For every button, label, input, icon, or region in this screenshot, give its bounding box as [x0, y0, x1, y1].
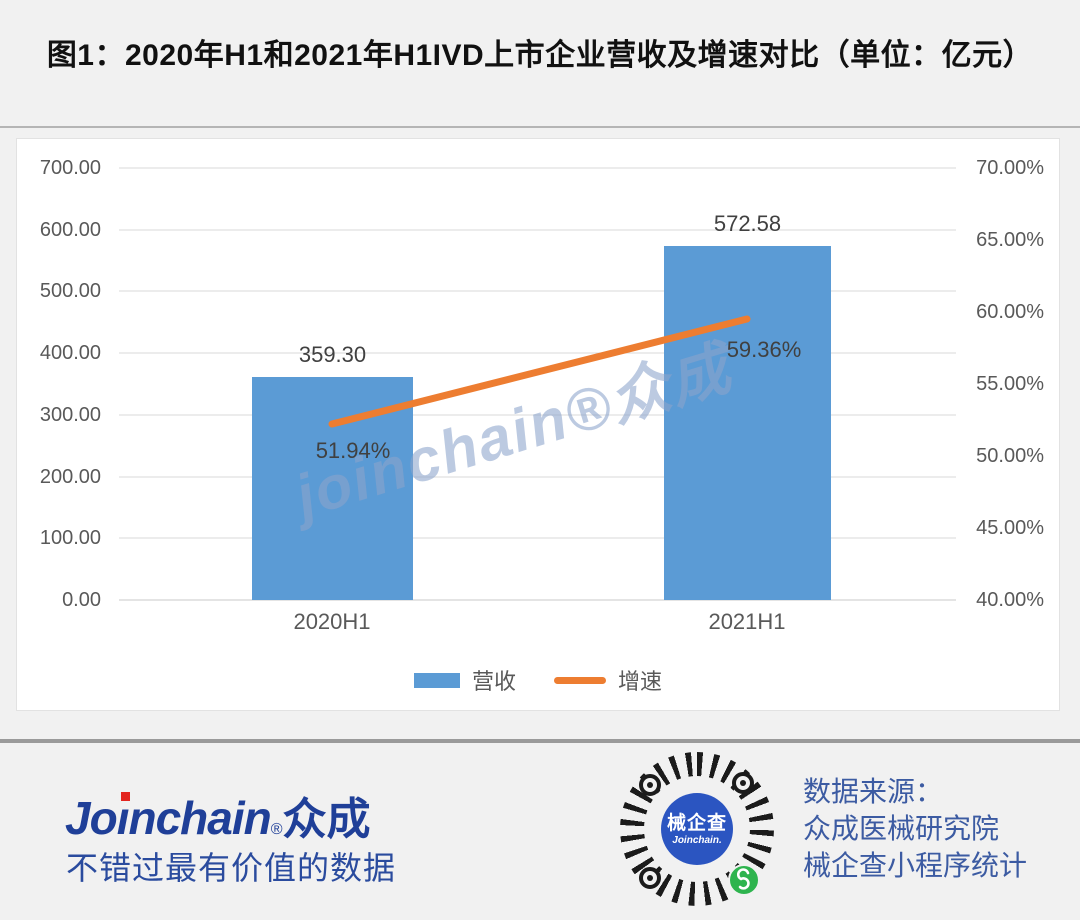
header-divider [0, 126, 1080, 128]
logo-letter-i: ı [116, 792, 130, 844]
qr-code[interactable]: 械企查 Joinchain. [620, 752, 774, 906]
qr-finder-icon [639, 774, 661, 796]
footer: Joı nchain®众成 不错过最有价值的数据 械企查 Joinchain. 数… [0, 743, 1080, 920]
left-axis-tick: 0.00 [62, 589, 101, 611]
page-title: 图1：2020年H1和2021年H1IVD上市企业营收及增速对比（单位：亿元） [46, 39, 1034, 72]
bar-value-label-2021h1: 572.58 [713, 211, 782, 236]
right-axis-tick: 65.00% [976, 229, 1044, 251]
data-source-line: 众成医械研究院 [803, 813, 1000, 844]
line-value-label-2021h1: 59.36% [726, 337, 802, 362]
legend-label-growth: 增速 [618, 669, 663, 694]
miniprogram-icon [728, 864, 760, 896]
slogan: 不错过最有价值的数据 [66, 850, 397, 886]
logo-text-left: Jo [65, 792, 118, 844]
logo-text-cn: 众成 [282, 795, 371, 844]
left-axis-tick: 700.00 [39, 157, 101, 179]
qr-finder-icon [639, 867, 661, 889]
right-axis-tick: 50.00% [976, 445, 1044, 467]
left-axis-tick: 500.00 [39, 280, 101, 302]
qr-center-badge: 械企查 Joinchain. [661, 793, 733, 865]
legend-label-revenue: 营收 [471, 669, 516, 694]
header: 图1：2020年H1和2021年H1IVD上市企业营收及增速对比（单位：亿元） [0, 0, 1080, 127]
joinchain-logo: Joı nchain®众成 [65, 783, 371, 844]
left-axis-tick: 300.00 [39, 404, 101, 426]
chart-legend: 营收 增速 [17, 667, 1059, 694]
chart-plot-area: joinchain®众成 700.00 600.00 500.00 400.00… [17, 139, 1059, 710]
data-source-line: 械企查小程序统计 [803, 850, 1028, 881]
x-axis-label-2021h1: 2021H1 [708, 609, 786, 634]
left-axis-tick: 600.00 [39, 219, 101, 241]
chart-card: joinchain®众成 700.00 600.00 500.00 400.00… [16, 138, 1060, 711]
right-axis-tick: 60.00% [976, 301, 1044, 323]
left-axis-tick: 200.00 [39, 466, 101, 488]
growth-line[interactable] [328, 315, 751, 428]
logo-text-right: nchain [128, 792, 271, 844]
bar-2021h1[interactable] [664, 246, 831, 600]
left-axis-tick: 100.00 [39, 527, 101, 549]
qr-center-subtitle: Joinchain. [672, 835, 722, 846]
bar-value-label-2020h1: 359.30 [298, 342, 367, 367]
line-value-label-2020h1: 51.94% [315, 438, 391, 463]
line-canvas [328, 315, 751, 428]
legend-bar-swatch-icon [413, 672, 460, 688]
left-axis-tick: 400.00 [39, 342, 101, 364]
footer-divider [0, 739, 1080, 743]
legend-line-swatch-icon [554, 676, 606, 684]
right-axis-tick: 40.00% [976, 589, 1044, 611]
bar-2020h1[interactable] [252, 377, 413, 600]
x-axis-label-2020h1: 2020H1 [293, 609, 371, 634]
chart-canvas [119, 167, 956, 601]
qr-finder-icon [732, 772, 754, 794]
right-axis-tick: 55.00% [976, 373, 1044, 395]
right-axis-tick: 45.00% [976, 517, 1044, 539]
data-source-block: 数据来源： 众成医械研究院 械企查小程序统计 [803, 773, 1027, 884]
right-axis-tick: 70.00% [976, 157, 1044, 179]
registered-mark: ® [270, 821, 283, 838]
logo-red-dot-icon [120, 792, 130, 801]
data-source-line: 数据来源： [803, 776, 944, 807]
qr-center-title: 械企查 [666, 813, 727, 834]
